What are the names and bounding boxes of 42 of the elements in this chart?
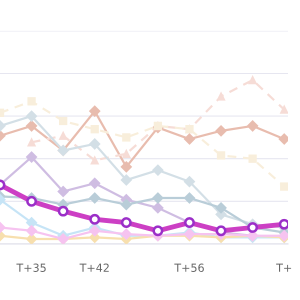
point [280, 182, 288, 191]
point [120, 161, 132, 172]
point [89, 225, 100, 236]
point [27, 97, 36, 106]
point [89, 178, 100, 189]
point [248, 154, 257, 163]
point [26, 225, 38, 236]
point [215, 202, 227, 214]
point [152, 192, 164, 204]
x-tick-label: T+35 [16, 264, 46, 272]
point [184, 176, 196, 188]
point [280, 105, 288, 114]
point [90, 125, 99, 134]
point [89, 138, 100, 150]
point [120, 198, 132, 210]
point [90, 156, 99, 165]
point [89, 106, 100, 117]
point [122, 133, 130, 142]
point [89, 192, 100, 204]
point [216, 151, 226, 160]
x-tick-label: T+56 [174, 264, 204, 272]
point [58, 132, 68, 140]
point [152, 164, 164, 176]
point [122, 150, 130, 158]
point [26, 151, 38, 163]
point [247, 120, 258, 132]
point [58, 116, 68, 126]
x-tick-label: T+42 [80, 264, 109, 272]
point [26, 120, 38, 132]
point [248, 76, 257, 84]
point [26, 233, 38, 244]
point [27, 138, 36, 146]
point [184, 133, 196, 145]
point [26, 216, 38, 228]
point [216, 92, 226, 101]
point [152, 202, 164, 214]
point [26, 110, 38, 122]
x-tick-label: T+ [276, 264, 292, 272]
point [58, 186, 69, 198]
point [120, 174, 132, 186]
point [215, 125, 227, 136]
point [184, 192, 196, 204]
